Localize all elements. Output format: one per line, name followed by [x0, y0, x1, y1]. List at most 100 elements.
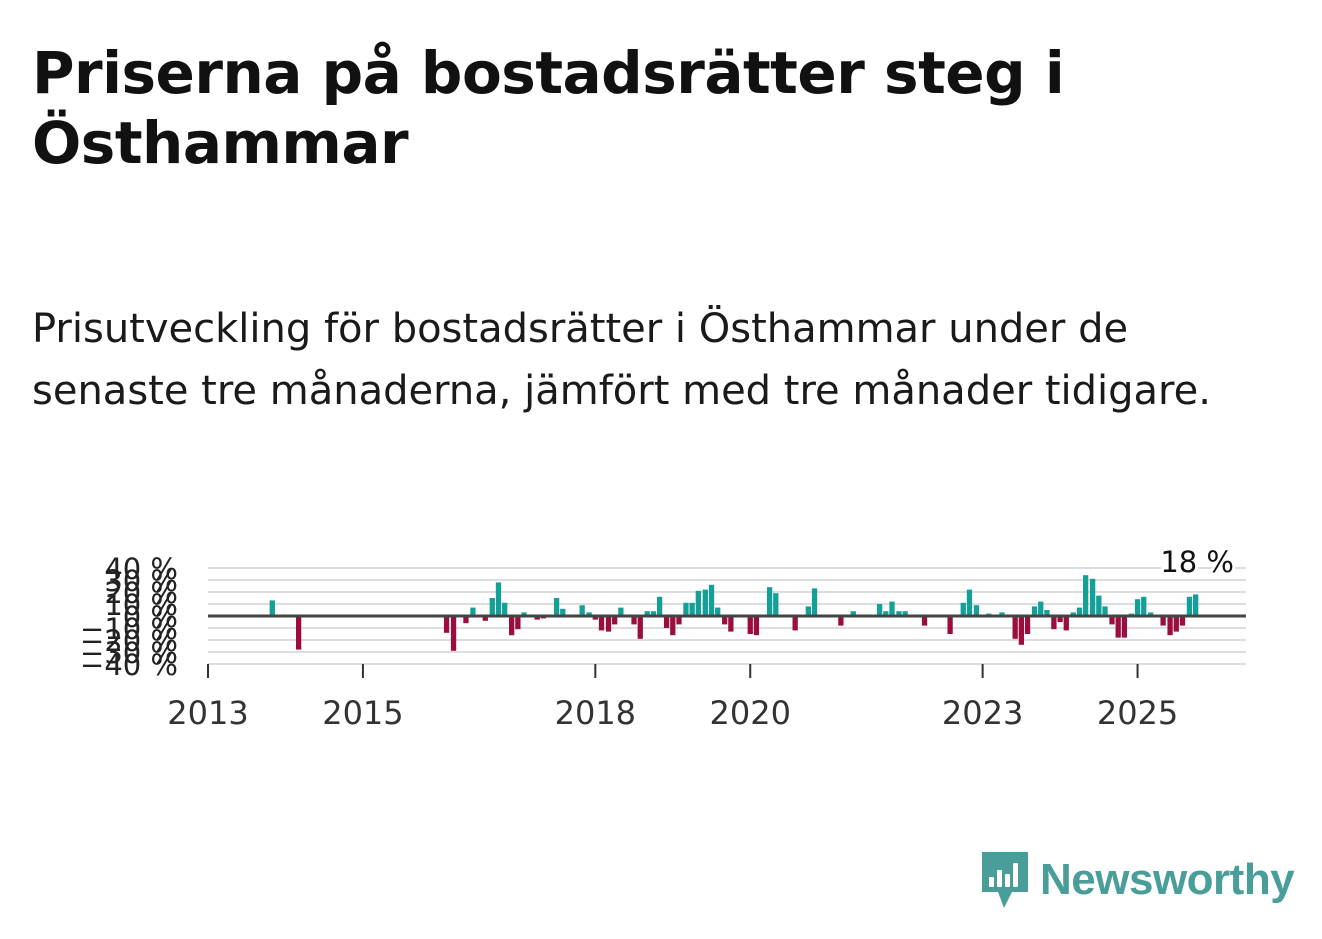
bar [586, 612, 592, 616]
logo-text: Newsworthy [1040, 855, 1295, 904]
bar [1089, 578, 1096, 616]
bar [966, 589, 973, 616]
bar [1038, 601, 1044, 616]
y-tick-label: 40 % [104, 552, 178, 586]
bar [1115, 616, 1121, 638]
last-value-label: 18 % [1160, 545, 1234, 579]
bar [889, 601, 895, 616]
bar [1063, 616, 1069, 631]
bar [443, 616, 450, 633]
bar [1173, 616, 1179, 632]
x-axis-labels: 2013 2015 2018 2020 2023 2025 [167, 664, 1178, 732]
bar [722, 616, 728, 625]
bar [1193, 594, 1199, 616]
bar [811, 588, 818, 616]
bar [482, 616, 488, 621]
bar [883, 611, 889, 616]
bar [450, 616, 457, 651]
bar [618, 607, 624, 616]
bar [515, 616, 521, 630]
bar [792, 616, 798, 631]
bar [838, 616, 844, 626]
bar [502, 602, 508, 616]
bar [612, 616, 618, 625]
x-tick-label: 2018 [555, 694, 636, 732]
bar [521, 612, 527, 616]
bar [1186, 596, 1193, 616]
y-tick-label: −10 % [80, 612, 178, 646]
bar [1160, 616, 1166, 626]
bar [689, 602, 695, 616]
bar [676, 616, 682, 625]
x-tick-label: 2015 [322, 694, 403, 732]
chart-subtitle: Prisutveckling för bostadsrätter i Östha… [32, 306, 1211, 414]
bar [650, 611, 657, 616]
bar [534, 616, 540, 620]
bar [1031, 606, 1038, 616]
bar [1018, 616, 1025, 645]
bar [560, 608, 566, 616]
bar [947, 616, 953, 634]
bar [850, 611, 856, 616]
bar [1167, 616, 1173, 636]
bar [747, 616, 753, 634]
bar [553, 598, 560, 616]
bar [695, 590, 701, 616]
bar [715, 607, 721, 616]
y-tick-label: 20 % [104, 576, 178, 610]
bars [269, 575, 1199, 651]
x-tick-label: 2020 [710, 694, 791, 732]
bar [1134, 599, 1141, 616]
bar-chart-speech-icon [982, 852, 1028, 908]
grid-lines [208, 567, 1246, 665]
x-tick-label: 2025 [1097, 694, 1178, 732]
bar [269, 600, 275, 616]
bar [683, 602, 689, 616]
bar [1102, 606, 1108, 616]
bar [644, 611, 650, 616]
newsworthy-logo: Newsworthy [980, 848, 1295, 912]
bar [470, 607, 476, 616]
price-change-chart: −40 %−30 %−20 %−10 %0 %10 %20 %30 %40 % … [80, 542, 1246, 732]
bar [805, 606, 811, 616]
bar [876, 604, 883, 616]
bar [753, 616, 760, 636]
y-tick-label: 30 % [104, 564, 178, 598]
y-tick-label: −40 % [80, 648, 178, 682]
bar [902, 611, 908, 616]
bar [598, 616, 605, 631]
bar [728, 616, 734, 632]
bar [960, 602, 966, 616]
x-tick-label: 2013 [167, 694, 248, 732]
bar [579, 605, 585, 616]
bar [489, 598, 495, 616]
bar [896, 611, 902, 616]
bar [1051, 616, 1057, 630]
bar [637, 616, 643, 639]
bar [1109, 616, 1115, 625]
bar [1076, 607, 1083, 616]
x-tick-label: 2023 [942, 694, 1023, 732]
y-axis-labels: −40 %−30 %−20 %−10 %0 %10 %20 %30 %40 % [80, 552, 178, 682]
bar [708, 584, 715, 616]
y-tick-label: −20 % [80, 624, 178, 658]
bar [1070, 612, 1076, 616]
bar [1148, 612, 1154, 616]
bar [631, 616, 637, 625]
y-tick-label: 10 % [104, 588, 178, 622]
y-tick-label: 0 % [123, 600, 178, 634]
bar [1024, 616, 1031, 634]
bar [1121, 616, 1128, 638]
bar [663, 616, 670, 628]
bar [702, 589, 708, 616]
bar [773, 593, 779, 616]
bar [495, 582, 502, 616]
bar [463, 616, 469, 624]
page-title: Priserna på bostadsrätter steg i Östhamm… [32, 39, 1065, 177]
bar [1057, 616, 1063, 622]
bar [973, 605, 980, 616]
bar [592, 616, 598, 620]
bar [1179, 616, 1186, 626]
bar [1141, 596, 1147, 616]
bar [605, 616, 612, 632]
